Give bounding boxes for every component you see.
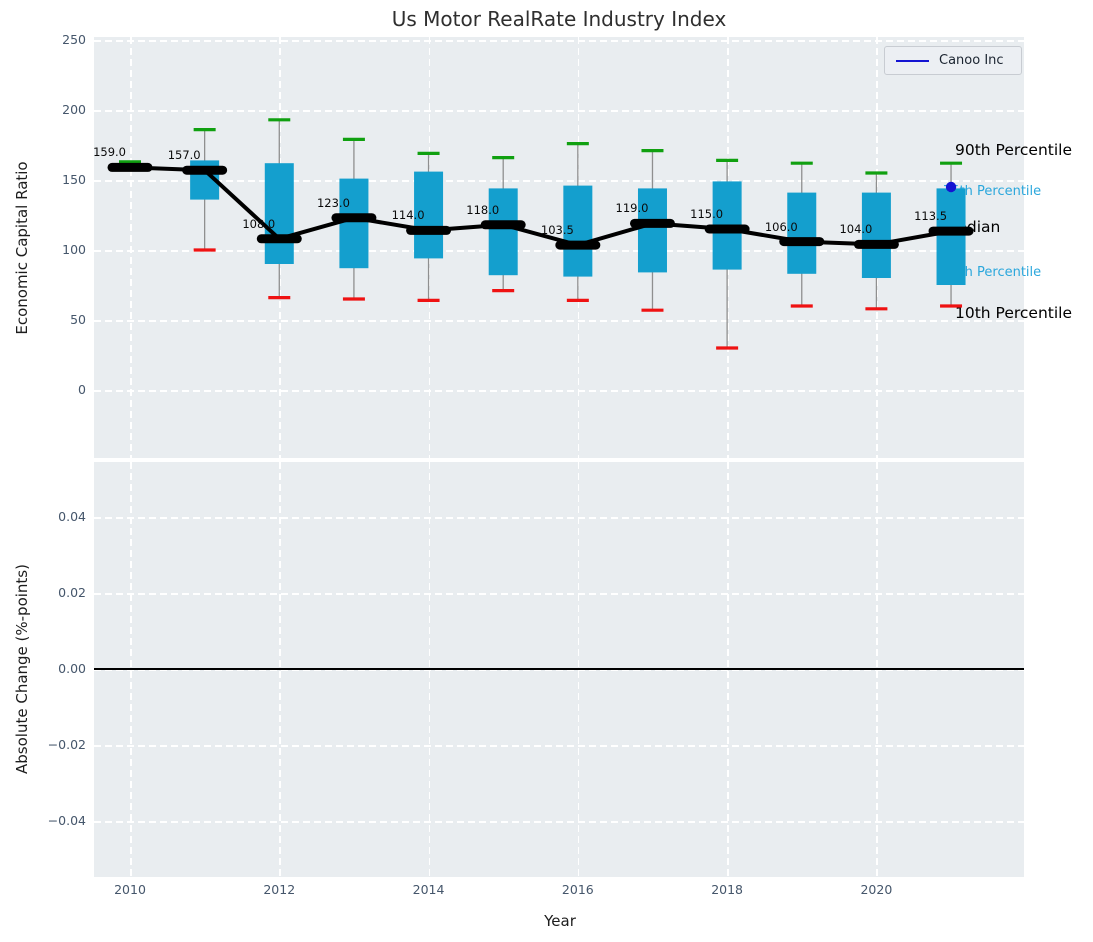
y-tick-label: 50 (70, 312, 86, 327)
chart-title: Us Motor RealRate Industry Index (391, 7, 727, 31)
x-tick-label: 2020 (860, 882, 893, 897)
median-value-label-2016: 103.5 (540, 223, 574, 238)
median-value-label-2019: 106.0 (764, 219, 798, 234)
y-tick-label: 0.02 (58, 585, 86, 600)
y-tick-label: 100 (62, 242, 86, 257)
zero-reference-line (94, 668, 1024, 670)
annotation-10th-percentile: 10th Percentile (955, 303, 1073, 322)
median-value-label-2017: 119.0 (615, 201, 649, 216)
x-tick-label: 2012 (263, 882, 296, 897)
x-tick-label: 2014 (412, 882, 445, 897)
median-value-label-2021: 113.5 (914, 209, 948, 224)
legend-line-icon (896, 59, 929, 62)
median-value-label-2010: 159.0 (93, 145, 126, 160)
median-value-label-2013: 123.0 (316, 195, 350, 210)
y-tick-label: 0.04 (58, 509, 86, 524)
legend-label: Canoo Inc (939, 53, 1004, 68)
annotation-75th-percentile: 75th Percentile (943, 184, 1042, 200)
x-tick-label: 2016 (561, 882, 594, 897)
y-tick-label: −0.02 (47, 737, 86, 752)
median-value-label-2014: 114.0 (391, 208, 425, 223)
gridline-h (94, 250, 1024, 252)
x-axis-label: Year (544, 912, 576, 930)
gridline-h (94, 320, 1024, 322)
x-tick-label: 2010 (114, 882, 146, 897)
median-value-label-2015: 118.0 (466, 202, 500, 217)
y-tick-label: −0.04 (47, 813, 86, 828)
legend: Canoo Inc (884, 46, 1022, 75)
gridline-h (94, 110, 1024, 112)
gridline-h (94, 390, 1024, 392)
y-tick-label: 150 (62, 172, 86, 187)
median-value-label-2020: 104.0 (839, 222, 873, 237)
gridline-h (94, 40, 1024, 42)
y-tick-label: 0 (78, 382, 86, 397)
median-value-label-2018: 115.0 (690, 207, 724, 221)
annotation-25th-percentile: 25th Percentile (943, 265, 1042, 281)
x-tick-label: 2018 (711, 882, 744, 897)
bottom-axes-panel (94, 462, 1024, 877)
median-value-label-2011: 157.0 (167, 148, 201, 163)
gridline-v (130, 37, 132, 458)
y-tick-label: 200 (62, 102, 86, 117)
gridline-h (94, 517, 1024, 519)
gridline-h (94, 745, 1024, 747)
median-value-label-2012: 108.0 (242, 216, 276, 231)
gridline-h (94, 593, 1024, 595)
gridline-h (94, 821, 1024, 823)
y-tick-label: 0.00 (58, 661, 86, 676)
y-tick-label: 250 (62, 32, 86, 47)
annotation-90th-percentile: 90th Percentile (955, 141, 1073, 160)
